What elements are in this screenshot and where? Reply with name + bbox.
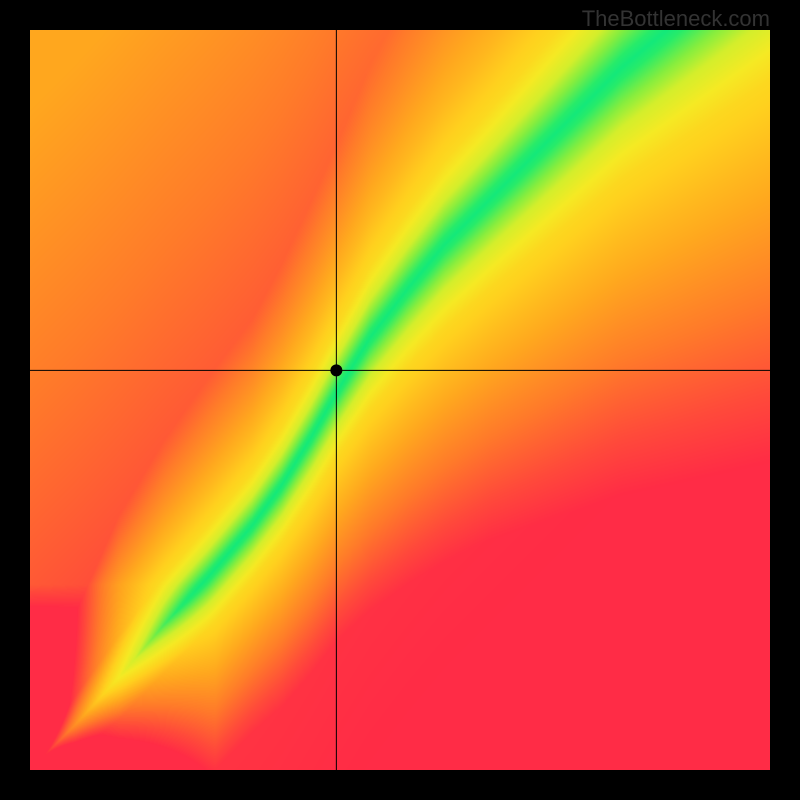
heatmap-plot <box>30 30 770 770</box>
heatmap-canvas <box>30 30 770 770</box>
watermark-text: TheBottleneck.com <box>582 6 770 32</box>
